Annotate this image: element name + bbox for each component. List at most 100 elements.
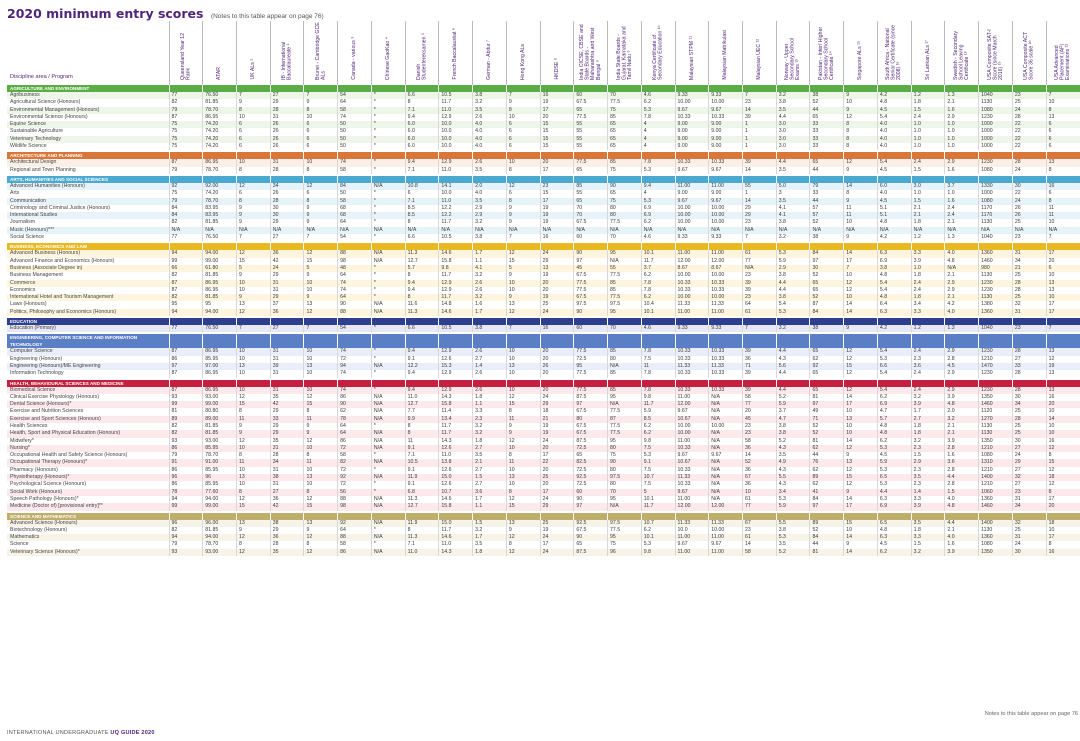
score-cell: 9 xyxy=(843,197,878,205)
table-row: Physiotherapy (Honours)* 96 96 13 38 13 92 N/A 1… xyxy=(7,474,1080,482)
score-cell: 1.8 xyxy=(910,294,945,302)
score-cell: 4.4 xyxy=(775,286,810,295)
score-cell: * xyxy=(370,234,406,242)
score-cell: 60 xyxy=(573,325,608,333)
score-cell: 17 xyxy=(539,197,574,205)
score-cell: 84 xyxy=(809,495,844,504)
column-header: Malaysian UEC ¹² xyxy=(741,21,777,85)
score-cell: 10 xyxy=(303,466,338,475)
score-cell: 7 xyxy=(303,92,338,100)
score-cell: 38 xyxy=(809,325,844,333)
section-band-cell xyxy=(910,175,945,183)
score-cell: 10.33 xyxy=(708,279,743,287)
score-cell: 1.8 xyxy=(472,437,507,445)
score-cell: 1000 xyxy=(978,135,1013,144)
program-name: Psychological Science (Honours) xyxy=(7,481,169,489)
table-row: Journalism 82 81.85 9 29 9 64 * 8 11.7 3.2 9 19 67.5 7… xyxy=(7,219,1080,227)
program-name: International Studies xyxy=(7,212,169,220)
score-cell: 11.00 xyxy=(674,534,709,542)
score-cell: 4.8 xyxy=(876,526,912,535)
score-cell: 33 xyxy=(809,128,844,136)
section-band-cell xyxy=(640,318,676,326)
score-cell: 10.67 xyxy=(674,415,709,423)
program-name: Sustainable Agriculture xyxy=(7,128,169,136)
section-band-cell xyxy=(640,152,676,160)
score-cell: 96 xyxy=(607,548,642,557)
score-cell: 3.8 xyxy=(775,294,810,302)
score-cell: 61 xyxy=(741,534,777,542)
score-cell: 12 xyxy=(303,548,338,557)
page-title: 2020 minimum entry scores xyxy=(7,6,204,21)
score-cell: 10 xyxy=(303,370,338,378)
score-cell: 1.0 xyxy=(910,135,945,144)
score-cell: 31 xyxy=(269,355,304,363)
score-cell: 9.67 xyxy=(674,197,709,205)
score-cell: 10.1 xyxy=(640,250,676,258)
score-cell: 85.95 xyxy=(202,444,237,453)
score-cell: 9.8 xyxy=(438,264,473,273)
score-cell: 70 xyxy=(607,488,642,496)
score-cell: 9.00 xyxy=(674,135,709,144)
score-cell: 95 xyxy=(202,301,237,309)
score-cell: 28 xyxy=(1011,286,1047,295)
score-cell: 9.33 xyxy=(708,92,743,100)
score-cell: 4.4 xyxy=(876,488,912,496)
score-cell: 6.6 xyxy=(404,325,439,333)
score-cell: 1000 xyxy=(978,121,1013,129)
section-band-cell xyxy=(303,334,338,349)
program-name: Environmental Management (Honours) xyxy=(7,106,169,114)
score-cell: 86.95 xyxy=(202,370,237,378)
score-cell: 6.2 xyxy=(876,548,912,557)
score-cell: 52 xyxy=(741,459,777,467)
score-cell: 87 xyxy=(168,159,203,167)
score-cell: 27 xyxy=(269,488,304,496)
score-cell: 20 xyxy=(741,408,777,416)
program-name: Occupational Health and Safety Science (… xyxy=(7,452,169,460)
section-band-cell xyxy=(708,379,743,387)
section-band-cell xyxy=(370,243,406,251)
score-cell: 12 xyxy=(303,437,338,445)
section-band-cell xyxy=(472,379,507,387)
section-band-cell xyxy=(1011,512,1047,520)
score-cell: 36 xyxy=(269,495,304,504)
score-cell: 71 xyxy=(741,362,777,371)
column-header: Singapore ALs ¹⁵ xyxy=(843,21,878,85)
score-cell: 89 xyxy=(809,474,844,482)
score-cell: 12.6 xyxy=(438,481,473,489)
score-cell: 36 xyxy=(741,481,777,489)
score-cell: 9 xyxy=(235,294,271,302)
score-cell: 28 xyxy=(1011,159,1047,167)
column-header: Brunei - Cambridge GCE ALs xyxy=(303,21,338,85)
score-cell: 87 xyxy=(607,415,642,423)
score-cell: 67 xyxy=(741,474,777,482)
score-cell: 5 xyxy=(640,488,676,496)
section-band-cell xyxy=(944,334,979,349)
score-cell: 9.1 xyxy=(404,466,439,475)
score-cell: 85 xyxy=(607,370,642,378)
score-cell: 14 xyxy=(843,182,878,191)
score-cell: 10.33 xyxy=(708,370,743,378)
score-cell: 4.5 xyxy=(876,166,912,174)
score-cell: 8 xyxy=(404,99,439,107)
title-note: (Notes to this table appear on page 76) xyxy=(210,13,324,20)
score-cell: 37 xyxy=(269,301,304,309)
score-cell: 5.2 xyxy=(775,548,810,557)
score-cell: 86.95 xyxy=(202,348,237,356)
score-cell: 9 xyxy=(505,294,541,302)
score-cell: 7.1 xyxy=(404,452,439,460)
score-cell: 12 xyxy=(235,437,271,445)
score-cell: 6.2 xyxy=(640,526,676,535)
score-cell: 11.33 xyxy=(708,519,743,527)
score-cell: 65 xyxy=(573,452,608,460)
score-cell: 12 xyxy=(303,495,338,504)
score-cell: 10 xyxy=(235,444,271,453)
score-cell: 5.9 xyxy=(640,408,676,416)
score-cell: 44 xyxy=(809,452,844,460)
score-cell: 38 xyxy=(269,474,304,482)
score-cell: 10 xyxy=(1045,408,1080,416)
score-cell: 5.0 xyxy=(775,182,810,191)
score-cell: 10 xyxy=(843,430,878,438)
score-cell: 12.2 xyxy=(404,362,439,371)
score-cell: 1.4 xyxy=(472,362,507,371)
section-band-cell xyxy=(539,152,574,160)
